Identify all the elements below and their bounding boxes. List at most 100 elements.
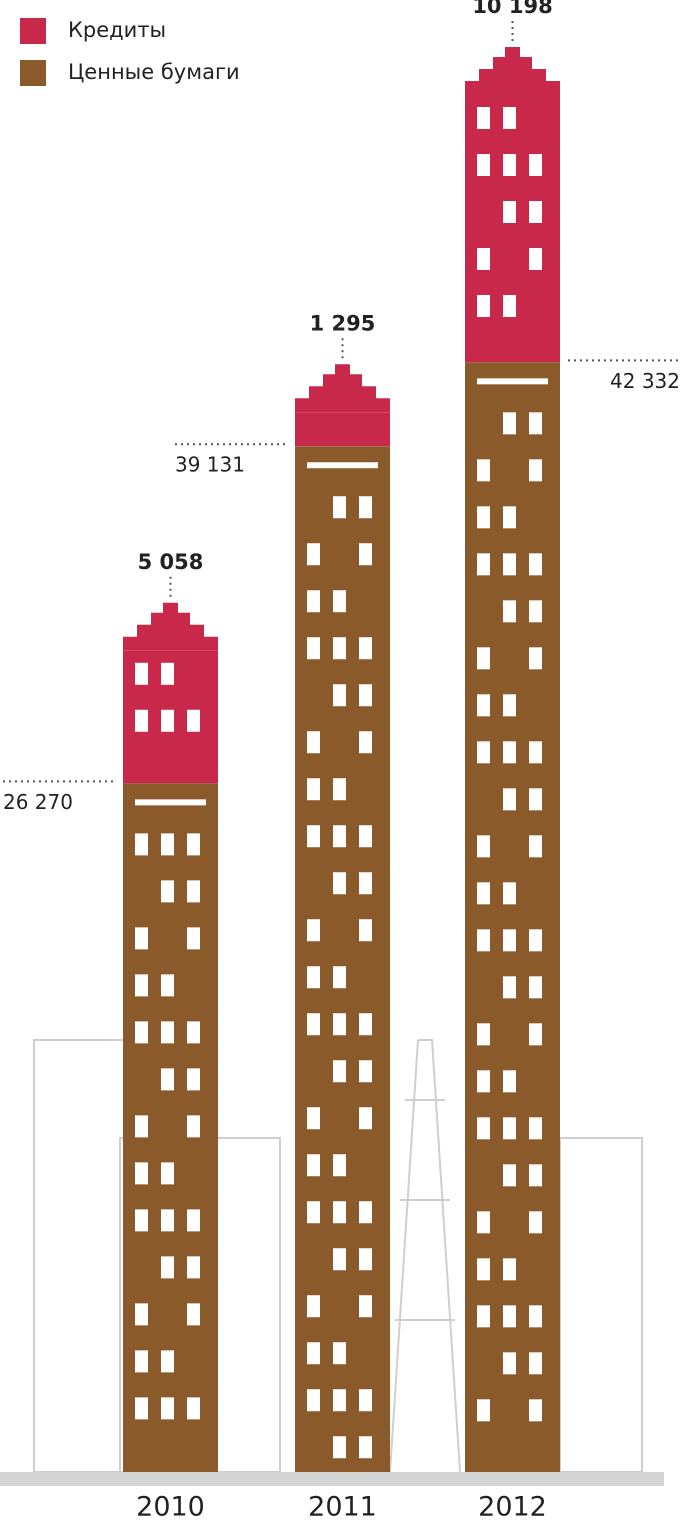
- window: [333, 1342, 346, 1365]
- window: [307, 825, 320, 848]
- window: [307, 731, 320, 754]
- window: [161, 974, 174, 997]
- legend: Кредиты Ценные бумаги: [20, 18, 240, 86]
- window: [307, 1107, 320, 1130]
- window: [359, 1248, 372, 1271]
- window: [333, 872, 346, 895]
- window: [333, 684, 346, 707]
- window: [503, 1164, 516, 1187]
- window: [135, 1350, 148, 1373]
- window: [503, 295, 516, 317]
- window: [529, 201, 542, 223]
- window: [359, 1013, 372, 1036]
- window: [503, 553, 516, 576]
- window: [187, 833, 200, 856]
- window: [161, 1256, 174, 1279]
- window: [187, 1115, 200, 1138]
- window: [503, 506, 516, 529]
- window: [359, 684, 372, 707]
- window: [333, 1154, 346, 1177]
- window: [359, 637, 372, 660]
- window: [529, 1305, 542, 1328]
- window: [307, 1201, 320, 1224]
- ground: [0, 1472, 664, 1486]
- window: [529, 741, 542, 764]
- window: [359, 1436, 372, 1459]
- window: [477, 248, 490, 270]
- window: [503, 154, 516, 176]
- window: [503, 201, 516, 223]
- window: [477, 835, 490, 858]
- window: [477, 741, 490, 764]
- window: [307, 1389, 320, 1412]
- window: [477, 1211, 490, 1234]
- window: [529, 1164, 542, 1187]
- window: [529, 553, 542, 576]
- window: [333, 1389, 346, 1412]
- window: [359, 496, 372, 519]
- window: [529, 929, 542, 952]
- window: [359, 825, 372, 848]
- window: [187, 927, 200, 950]
- window: [161, 1350, 174, 1373]
- value-label: 10 198: [472, 0, 552, 18]
- window: [187, 1397, 200, 1420]
- credits-segment: [465, 95, 560, 363]
- window: [307, 1013, 320, 1036]
- window: [187, 1256, 200, 1279]
- window: [187, 880, 200, 903]
- x-tick-label: 2010: [136, 1492, 205, 1523]
- window: [503, 929, 516, 952]
- window: [503, 1258, 516, 1281]
- window: [187, 1303, 200, 1326]
- window: [161, 709, 174, 732]
- window: [307, 590, 320, 613]
- x-tick-label: 2012: [478, 1492, 547, 1523]
- x-tick-label: 2011: [308, 1492, 377, 1523]
- window: [333, 590, 346, 613]
- window: [477, 929, 490, 952]
- window: [529, 1117, 542, 1140]
- value-label: 39 131: [175, 453, 245, 477]
- window: [529, 248, 542, 270]
- window: [529, 1399, 542, 1422]
- window: [135, 927, 148, 950]
- window: [477, 154, 490, 176]
- window: [333, 1013, 346, 1036]
- window: [187, 1068, 200, 1091]
- legend-label: Ценные бумаги: [68, 60, 240, 84]
- window: [307, 543, 320, 566]
- window: [477, 1258, 490, 1281]
- window: [477, 882, 490, 905]
- window: [307, 1342, 320, 1365]
- window: [477, 647, 490, 670]
- window: [333, 637, 346, 660]
- window: [529, 1352, 542, 1375]
- window: [359, 1060, 372, 1083]
- window: [187, 709, 200, 732]
- window: [477, 1305, 490, 1328]
- window: [503, 600, 516, 623]
- window: [135, 799, 206, 806]
- window: [333, 1060, 346, 1083]
- window: [161, 662, 174, 685]
- window: [477, 553, 490, 576]
- window: [503, 1070, 516, 1093]
- legend-label: Кредиты: [68, 18, 166, 42]
- window: [529, 600, 542, 623]
- window: [477, 694, 490, 717]
- window: [333, 1436, 346, 1459]
- window: [135, 833, 148, 856]
- window: [307, 462, 378, 469]
- window: [529, 1023, 542, 1046]
- window: [529, 835, 542, 858]
- window: [529, 459, 542, 482]
- window: [307, 1154, 320, 1177]
- window: [359, 1389, 372, 1412]
- window: [359, 731, 372, 754]
- window: [477, 506, 490, 529]
- window: [477, 1117, 490, 1140]
- window: [503, 107, 516, 129]
- window: [187, 1021, 200, 1044]
- window: [307, 778, 320, 801]
